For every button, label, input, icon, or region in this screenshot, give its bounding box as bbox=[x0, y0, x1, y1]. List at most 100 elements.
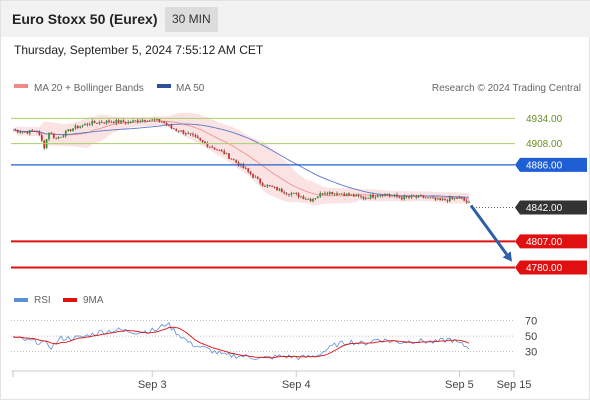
candle-body bbox=[396, 194, 398, 197]
candle-body bbox=[38, 131, 41, 136]
candle-body bbox=[436, 198, 439, 200]
candle-body bbox=[276, 187, 278, 191]
candle-body bbox=[24, 131, 26, 133]
level-label-4908.00: 4908.00 bbox=[526, 139, 563, 150]
candle-body bbox=[189, 133, 192, 135]
forecast-arrow-shaft bbox=[469, 204, 508, 256]
candle-body bbox=[194, 135, 197, 137]
candle-body bbox=[105, 120, 108, 124]
candle-body bbox=[451, 197, 454, 199]
instrument-title: Euro Stoxx 50 (Eurex) bbox=[12, 11, 158, 27]
legend-9ma-label: 9MA bbox=[83, 295, 104, 306]
candle-body bbox=[225, 153, 228, 155]
candle-body bbox=[196, 136, 199, 139]
candle-body bbox=[408, 196, 410, 198]
candle-body bbox=[220, 150, 223, 152]
candle-body bbox=[136, 120, 139, 123]
candle-body bbox=[204, 141, 206, 144]
candle-body bbox=[324, 193, 326, 195]
candle-body bbox=[110, 121, 113, 123]
candle-body bbox=[400, 197, 403, 200]
candle-body bbox=[74, 125, 77, 129]
candle-body bbox=[117, 120, 120, 123]
rsi-tick-label: 70 bbox=[525, 316, 537, 328]
candle-body bbox=[28, 130, 31, 134]
candle-body bbox=[228, 153, 230, 159]
candle-body bbox=[302, 196, 305, 200]
candle-body bbox=[33, 131, 36, 132]
legend-ma20-swatch bbox=[14, 84, 28, 88]
candle-body bbox=[259, 178, 262, 184]
candle-body bbox=[21, 131, 24, 133]
candle-body bbox=[247, 168, 250, 172]
candle-body bbox=[295, 192, 298, 194]
candle-body bbox=[460, 196, 463, 199]
candle-body bbox=[280, 188, 283, 193]
candle-body bbox=[216, 149, 218, 151]
candle-body bbox=[312, 198, 314, 202]
timeframe-badge[interactable]: 30 MIN bbox=[165, 7, 218, 32]
legend-rsi-swatch bbox=[14, 298, 28, 302]
candle-body bbox=[297, 193, 300, 198]
candle-body bbox=[405, 196, 408, 197]
rsi-tick-label: 30 bbox=[525, 346, 537, 358]
candle-body bbox=[424, 197, 427, 199]
candle-body bbox=[26, 131, 29, 134]
candle-body bbox=[91, 121, 94, 125]
candle-body bbox=[146, 120, 149, 122]
candle-body bbox=[357, 194, 360, 196]
candle-body bbox=[72, 128, 74, 132]
rsi-9ma-line bbox=[12, 326, 470, 359]
candle-body bbox=[326, 193, 329, 195]
candle-body bbox=[336, 193, 338, 195]
level-label-4934.00: 4934.00 bbox=[526, 114, 563, 125]
candle-body bbox=[420, 195, 422, 196]
candle-body bbox=[261, 183, 264, 187]
candle-body bbox=[444, 199, 446, 201]
legend-ma50-swatch bbox=[157, 84, 171, 88]
level-tag-4886.00 bbox=[515, 157, 587, 172]
candle-body bbox=[67, 129, 70, 131]
candle-body bbox=[199, 138, 202, 140]
candle-body bbox=[100, 122, 103, 123]
candle-body bbox=[141, 119, 144, 122]
time-tick-label: Sep 3 bbox=[138, 379, 167, 391]
chart-credit: Research © 2024 Trading Central bbox=[432, 83, 581, 94]
candle-body bbox=[165, 123, 168, 125]
candle-body bbox=[168, 124, 170, 126]
level-label-4886.00: 4886.00 bbox=[526, 160, 563, 171]
level-tag-4807.00 bbox=[515, 234, 587, 249]
candle-body bbox=[468, 202, 470, 203]
candle-body bbox=[386, 193, 389, 196]
bollinger-band bbox=[13, 112, 469, 206]
candle-body bbox=[211, 146, 214, 148]
rsi-tick-label: 50 bbox=[525, 331, 537, 343]
candle-body bbox=[292, 192, 295, 194]
candle-body bbox=[379, 195, 382, 197]
candle-body bbox=[388, 195, 391, 196]
candle-body bbox=[52, 133, 55, 138]
candle-body bbox=[120, 120, 122, 123]
candle-body bbox=[148, 120, 151, 122]
candle-body bbox=[124, 122, 127, 124]
legend-rsi-label: RSI bbox=[34, 295, 51, 306]
candle-body bbox=[14, 130, 17, 131]
candle-body bbox=[122, 120, 125, 123]
legend-ma20-label: MA 20 + Bollinger Bands bbox=[34, 83, 144, 94]
candle-body bbox=[285, 193, 288, 195]
candle-body bbox=[352, 194, 355, 197]
candle-body bbox=[48, 132, 50, 140]
candle-body bbox=[465, 200, 468, 203]
candle-body bbox=[316, 196, 319, 199]
legend-9ma-swatch bbox=[63, 298, 77, 302]
candle-body bbox=[304, 198, 307, 200]
candle-body bbox=[403, 196, 406, 200]
candle-body bbox=[115, 120, 118, 124]
candle-body bbox=[36, 131, 38, 133]
candle-body bbox=[364, 197, 367, 199]
candle-body bbox=[410, 195, 413, 198]
candle-body bbox=[81, 125, 84, 127]
level-tag-4780.00 bbox=[515, 260, 587, 275]
candle-body bbox=[237, 162, 240, 166]
candle-body bbox=[55, 137, 58, 139]
